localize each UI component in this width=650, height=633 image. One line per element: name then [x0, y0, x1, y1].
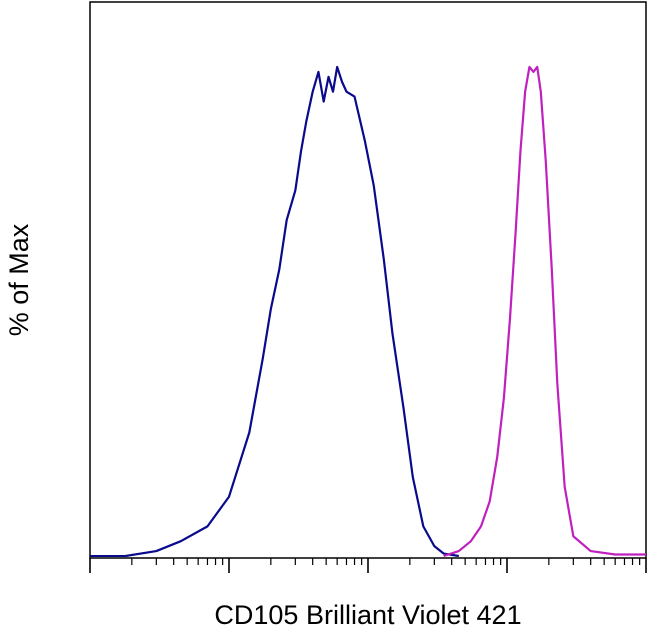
series-group [90, 65, 646, 558]
series-line-2 [443, 65, 646, 558]
y-axis-label: % of Max [4, 223, 34, 336]
series-line-1 [125, 65, 459, 558]
x-axis-ticks [89, 558, 647, 573]
x-axis-label: CD105 Brilliant Violet 421 [214, 600, 521, 630]
plot-frame [89, 1, 647, 559]
